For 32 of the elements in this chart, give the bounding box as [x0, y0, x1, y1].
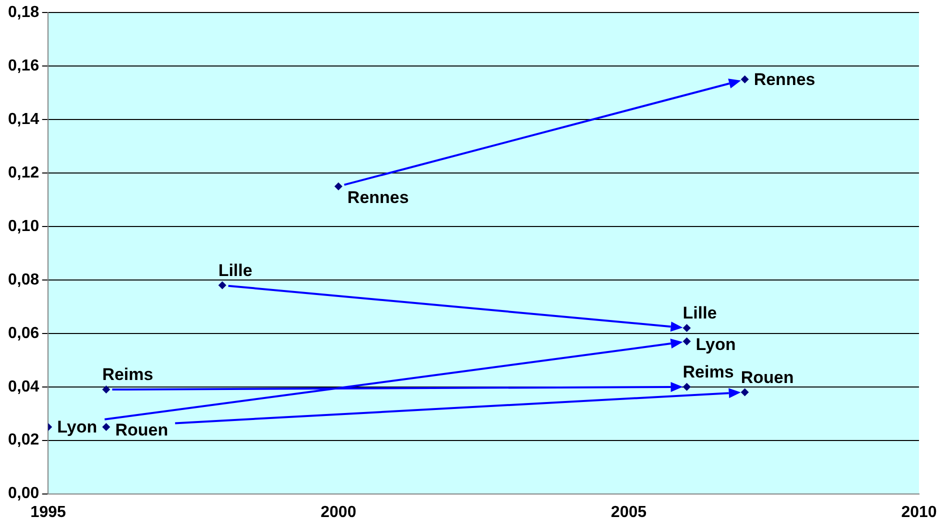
y-tick-label: 0,12 [8, 164, 40, 182]
text: Rennes [347, 188, 409, 208]
text: Lille [682, 304, 717, 323]
y-tick-label: 0,14 [8, 110, 40, 128]
series-label: Lille [218, 260, 252, 280]
series-label: Lyon [57, 418, 98, 437]
x-tick-label: 1995 [30, 504, 66, 521]
point [682, 382, 691, 391]
series-label: Reims [102, 365, 154, 384]
series-label: Rouen [740, 368, 794, 387]
point [334, 182, 342, 190]
x-tick-label: 2010 [901, 504, 937, 521]
y-tick-label: 0,18 [8, 4, 40, 22]
series-label: Rennes [754, 70, 816, 90]
point [740, 388, 749, 396]
y-tick-label: 0,04 [8, 378, 40, 396]
point [102, 422, 110, 431]
y-tick-label: 0,00 [8, 485, 40, 502]
text: Lyon [696, 335, 736, 354]
x-tick-label: 2005 [610, 504, 647, 521]
point [740, 75, 749, 84]
y-tick-label: 0,16 [8, 57, 40, 74]
y-tick-label: 0,10 [8, 218, 40, 235]
point [218, 281, 226, 290]
x-tick-label: 2000 [320, 504, 356, 521]
point [102, 386, 110, 394]
point [682, 324, 691, 332]
y-tick-label: 0,08 [8, 271, 40, 288]
y-tick-label: 0,06 [8, 324, 40, 342]
y-tick-label: 0,02 [8, 432, 40, 449]
text: Reims [682, 362, 734, 382]
text: Rouen [115, 420, 168, 440]
